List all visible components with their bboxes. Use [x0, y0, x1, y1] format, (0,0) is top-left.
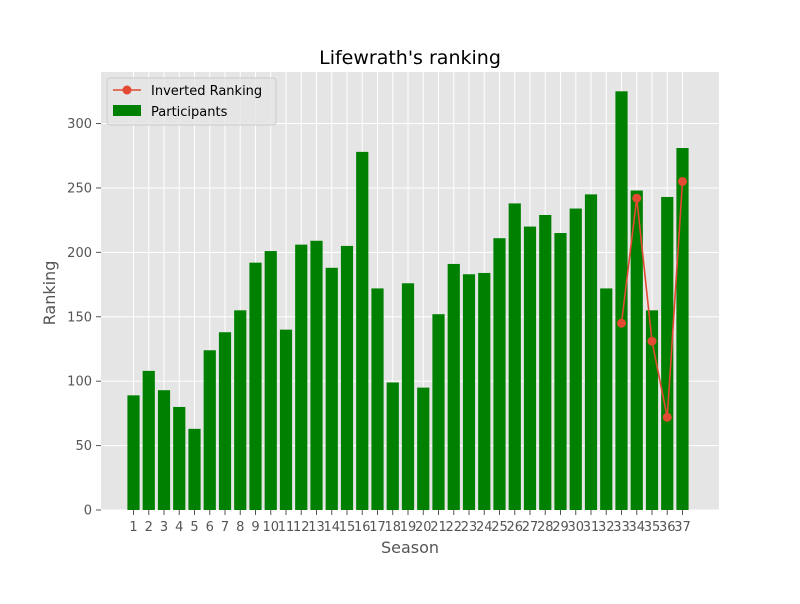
bar [600, 288, 613, 510]
x-tick-label: 35 [644, 520, 661, 535]
bar [142, 370, 155, 510]
x-tick-label: 25 [491, 520, 508, 535]
legend-label: Inverted Ranking [151, 84, 262, 99]
line-point [678, 177, 687, 186]
line-series [617, 177, 687, 422]
line-point [617, 318, 626, 328]
legend-bar-swatch [113, 105, 141, 116]
bar [295, 244, 308, 510]
bar [173, 406, 186, 510]
x-tick-label: 26 [506, 520, 523, 535]
x-tick-label: 6 [206, 520, 214, 535]
x-tick-label: 19 [400, 520, 417, 535]
y-axis-label: Ranking [40, 261, 59, 326]
x-tick-label: 29 [552, 520, 569, 535]
x-tick-label: 12 [293, 520, 310, 535]
bar [478, 272, 491, 510]
bar [249, 262, 262, 510]
x-tick-label: 27 [522, 520, 539, 535]
y-tick-label: 200 [67, 246, 92, 261]
bar [432, 314, 445, 510]
bar [371, 288, 384, 510]
x-tick-label: 3 [160, 520, 168, 535]
line-point [632, 193, 642, 203]
x-tick-label: 13 [308, 520, 325, 535]
bar [417, 387, 430, 510]
bar [493, 238, 506, 510]
bar [508, 203, 521, 510]
bar [676, 148, 689, 510]
bar [386, 382, 399, 510]
bar [203, 350, 216, 510]
x-tick-label: 1 [129, 520, 137, 535]
bar [234, 310, 247, 510]
x-tick-label: 33 [613, 520, 630, 535]
bar [279, 329, 293, 510]
x-tick-label: 18 [384, 520, 401, 535]
bar [218, 332, 232, 510]
x-tick-label: 11 [278, 520, 295, 535]
bars [127, 91, 689, 511]
bar [157, 390, 171, 510]
x-tick-label: 24 [476, 520, 493, 535]
x-tick-label: 9 [251, 520, 259, 535]
y-tick-label: 0 [84, 504, 92, 519]
y-tick-label: 300 [67, 117, 92, 132]
bar [584, 194, 598, 510]
x-tick-label: 22 [445, 520, 462, 535]
y-tick-label: 50 [75, 439, 92, 454]
x-tick-label: 34 [628, 520, 645, 535]
x-tick-label: 8 [236, 520, 244, 535]
chart-title: Lifewrath's ranking [319, 47, 501, 69]
x-tick-label: 2 [145, 520, 153, 535]
legend: Inverted Ranking Participants [106, 77, 277, 126]
bar [310, 240, 323, 510]
bar [127, 395, 140, 510]
bar [356, 151, 369, 510]
x-tick-label: 17 [369, 520, 386, 535]
bar [615, 91, 628, 510]
x-tick-label: 31 [583, 520, 600, 535]
bar [188, 428, 201, 510]
y-tick-label: 100 [67, 375, 92, 390]
bar [554, 233, 567, 510]
x-tick-label: 36 [659, 520, 676, 535]
x-tick-label: 37 [674, 520, 691, 535]
legend-box [106, 77, 277, 126]
x-tick-label: 20 [415, 520, 432, 535]
x-tick-label: 5 [190, 520, 198, 535]
bar [539, 214, 552, 510]
bar [401, 283, 415, 510]
bar [569, 208, 582, 510]
x-axis-label: Season [381, 538, 439, 557]
x-tick-label: 30 [567, 520, 584, 535]
x-tick-label: 7 [221, 520, 229, 535]
x-tick-label: 32 [598, 520, 615, 535]
bar [264, 251, 277, 511]
x-tick-label: 15 [339, 520, 356, 535]
x-tick-label: 10 [262, 520, 279, 535]
bar [661, 196, 674, 511]
x-tick-label: 21 [430, 520, 447, 535]
legend-label: Participants [151, 105, 228, 120]
bar [630, 190, 643, 511]
x-tick-label: 23 [461, 520, 478, 535]
x-tick-label: 28 [537, 520, 554, 535]
x-tick-label: 14 [323, 520, 340, 535]
x-tick-label: 4 [175, 520, 183, 535]
bar [462, 274, 476, 510]
x-tick-label: 16 [354, 520, 371, 535]
line-point [662, 412, 672, 422]
y-tick-label: 250 [67, 181, 92, 196]
y-tick-label: 150 [67, 310, 92, 325]
bar [523, 226, 537, 510]
bar [340, 245, 354, 511]
bar [447, 263, 460, 510]
legend-marker-swatch [122, 85, 132, 95]
line-point [647, 336, 657, 346]
bar [325, 267, 338, 510]
